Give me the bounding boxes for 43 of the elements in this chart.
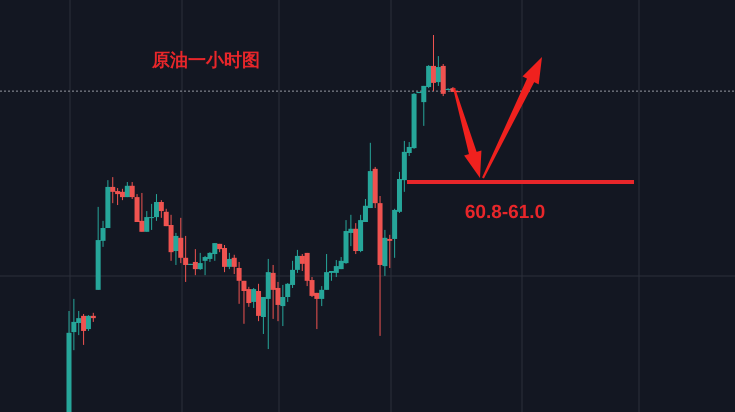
candlestick	[280, 284, 286, 327]
candlestick	[275, 281, 280, 322]
candlestick	[173, 232, 178, 266]
candlestick	[130, 182, 135, 200]
candlestick	[362, 198, 368, 222]
candlestick	[236, 261, 242, 304]
candlestick	[158, 200, 164, 218]
candlestick	[310, 276, 314, 298]
candlestick	[71, 298, 76, 351]
candlestick	[212, 242, 218, 262]
candlestick	[154, 194, 159, 222]
candlestick	[319, 286, 324, 307]
candlestick	[207, 252, 212, 262]
candlestick	[86, 314, 91, 332]
candlestick	[226, 252, 232, 270]
candlestick	[300, 254, 305, 272]
candlestick	[139, 192, 144, 232]
candlestick	[324, 254, 330, 290]
candlestick	[120, 188, 125, 201]
candlestick	[270, 264, 276, 320]
title: 原油一小时图	[152, 50, 260, 70]
candlestick	[328, 270, 334, 282]
annotation: 60.8-61.0	[464, 202, 546, 224]
candlestick	[387, 234, 392, 268]
candlestick	[192, 248, 198, 276]
candlestick	[431, 34, 436, 92]
candlestick	[100, 220, 106, 248]
candlestick	[251, 287, 256, 308]
candlestick	[202, 255, 208, 276]
candlestick	[294, 249, 300, 274]
candlestick	[353, 222, 358, 255]
candlestick	[290, 260, 296, 288]
candlestick	[232, 254, 237, 275]
candlestick	[81, 313, 86, 346]
candlestick	[334, 260, 339, 278]
candlestick	[241, 280, 246, 324]
candlestick	[110, 176, 116, 204]
candlestick	[198, 252, 203, 270]
candlestick	[115, 188, 120, 206]
candlestick	[222, 244, 228, 273]
candlestick	[260, 296, 266, 334]
candlestick	[149, 203, 154, 230]
candlestick	[246, 286, 252, 308]
